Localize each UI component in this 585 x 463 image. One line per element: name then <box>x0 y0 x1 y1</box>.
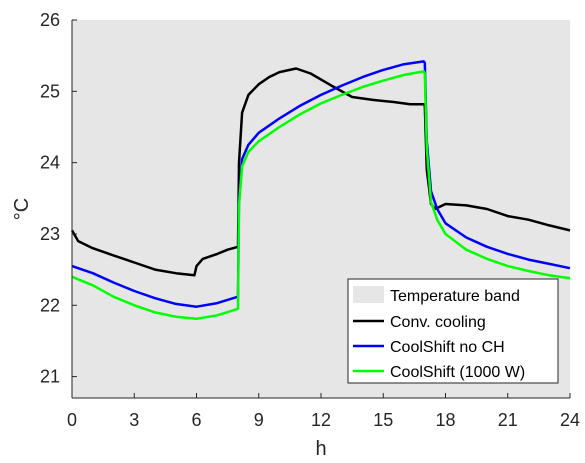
y-tick-label: 23 <box>40 224 60 244</box>
legend-label-conv-cooling: Conv. cooling <box>390 314 486 331</box>
series-line-1 <box>71 60 571 308</box>
x-tick-label: 18 <box>435 410 455 430</box>
x-tick-label: 24 <box>560 410 580 430</box>
x-tick-label: 21 <box>498 410 518 430</box>
legend-label-coolshift-no-ch: CoolShift no CH <box>390 339 505 356</box>
x-tick-label: 12 <box>311 410 331 430</box>
legend: Temperature band Conv. cooling CoolShift… <box>347 278 559 384</box>
y-axis-label: °C <box>11 198 33 220</box>
ticks: 0 3 6 9 12 15 18 21 24 21 22 23 24 25 26 <box>40 10 580 430</box>
y-tick-label: 26 <box>40 10 60 30</box>
series-line-2 <box>71 70 571 321</box>
x-tick-label: 3 <box>129 410 139 430</box>
x-tick-label: 9 <box>254 410 264 430</box>
x-tick-label: 6 <box>191 410 201 430</box>
series-line-0 <box>70 67 571 277</box>
legend-label-temperature-band: Temperature band <box>390 288 520 305</box>
y-tick-label: 22 <box>40 295 60 315</box>
x-tick-label: 15 <box>373 410 393 430</box>
y-tick-label: 25 <box>40 81 60 101</box>
series-layer <box>70 60 571 321</box>
y-tick-label: 21 <box>40 367 60 387</box>
legend-label-coolshift-1000w: CoolShift (1000 W) <box>390 364 525 381</box>
legend-swatch-temperature-band <box>353 286 384 303</box>
x-axis-label: h <box>315 438 326 460</box>
x-tick-label: 0 <box>67 410 77 430</box>
y-tick-label: 24 <box>40 153 60 173</box>
